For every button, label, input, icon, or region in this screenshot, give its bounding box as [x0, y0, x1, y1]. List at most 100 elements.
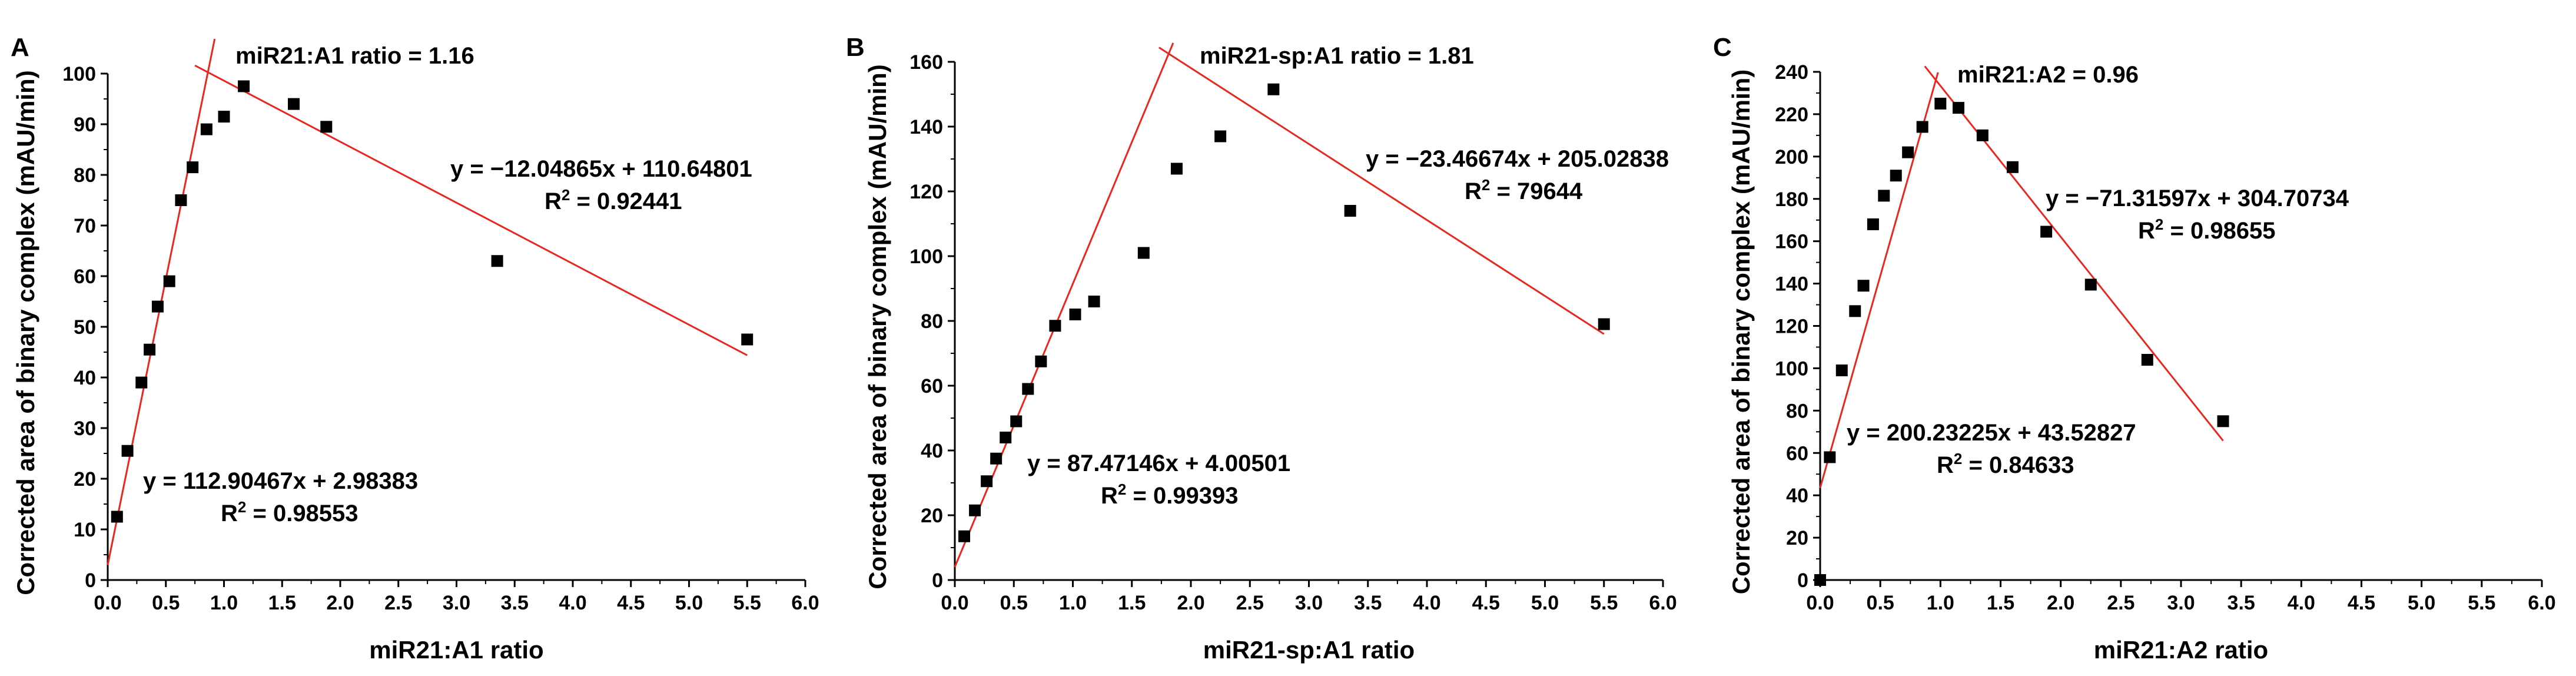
data-point [1035, 355, 1047, 367]
panel-letter: C [1713, 33, 1732, 62]
r-squared-1: R2 = 0.99393 [1101, 481, 1239, 509]
r-squared-superscript: 2 [1482, 176, 1490, 194]
r-squared-2: R2 = 0.92441 [545, 186, 682, 214]
x-tick-label: 4.5 [1472, 592, 1500, 614]
data-point [175, 194, 187, 206]
data-point [1814, 574, 1826, 586]
y-tick-label: 100 [62, 63, 96, 85]
x-tick-label: 5.5 [2468, 592, 2495, 614]
r-squared-prefix: R [1465, 178, 1482, 204]
x-tick-label: 3.0 [2167, 592, 2195, 614]
x-tick-label: 2.5 [384, 592, 412, 614]
data-point [981, 475, 993, 488]
data-point [144, 343, 156, 356]
x-tick-label: 3.0 [1295, 592, 1323, 614]
x-tick-label: 4.0 [559, 592, 586, 614]
r-squared-prefix: R [545, 188, 562, 214]
y-tick-label: 20 [74, 468, 96, 491]
r-squared-value: 0.92441 [597, 188, 682, 214]
data-point [2006, 161, 2019, 173]
y-tick-label: 220 [1775, 104, 1808, 126]
data-point [218, 111, 230, 123]
y-tick-label: 0 [1797, 569, 1808, 592]
x-tick-label: 0.0 [1806, 592, 1834, 614]
data-point [238, 80, 250, 92]
data-point [2217, 415, 2229, 428]
x-tick-label: 0.5 [152, 592, 180, 614]
r-squared-equals: = [1490, 178, 1517, 204]
r-squared-2: R2 = 79644 [1465, 176, 1583, 204]
data-point [1010, 415, 1023, 428]
data-point [151, 300, 164, 313]
r-squared-value: 0.84633 [1989, 452, 2074, 478]
y-tick-label: 240 [1775, 61, 1808, 84]
x-tick-label: 6.0 [791, 592, 819, 614]
data-point [1088, 296, 1100, 307]
data-point [288, 98, 300, 110]
data-point [958, 530, 971, 542]
fit-line-2 [1924, 65, 2224, 442]
x-tick-label: 1.5 [268, 592, 296, 614]
x-tick-label: 2.0 [2047, 592, 2074, 614]
data-point [1344, 205, 1356, 217]
y-tick-label: 60 [74, 266, 96, 288]
r-squared-1: R2 = 0.84633 [1937, 450, 2074, 478]
data-point [1214, 130, 1227, 143]
x-tick-label: 3.5 [501, 592, 529, 614]
ratio-annotation: miR21:A2 = 0.96 [1957, 62, 2139, 88]
r-squared-1: R2 = 0.98553 [221, 498, 358, 526]
data-point [1000, 432, 1012, 443]
data-point [1824, 451, 1836, 463]
x-tick-label: 1.5 [1118, 592, 1146, 614]
fit-equation-1: y = 112.90467x + 2.98383 [143, 468, 418, 494]
data-point [1934, 97, 1947, 110]
y-tick-label: 70 [74, 215, 96, 237]
x-axis-label: miR21-sp:A1 ratio [1203, 636, 1415, 664]
r-squared-value: 0.99393 [1153, 483, 1239, 509]
x-tick-label: 5.0 [2408, 592, 2435, 614]
x-tick-label: 0.0 [94, 592, 121, 614]
data-point [200, 123, 213, 135]
y-tick-label: 120 [1775, 316, 1808, 338]
x-tick-label: 4.5 [617, 592, 645, 614]
x-tick-label: 2.0 [326, 592, 354, 614]
data-point [187, 161, 199, 174]
x-tick-label: 2.5 [2107, 592, 2135, 614]
data-point [1049, 320, 1061, 332]
data-point [1952, 102, 1964, 114]
y-tick-label: 60 [921, 375, 943, 397]
y-axis-label: Corrected area of binary complex (mAU/mi… [1727, 69, 1755, 595]
y-tick-label: 90 [74, 114, 96, 136]
x-tick-label: 0.5 [1867, 592, 1894, 614]
x-axis-label: miR21:A1 ratio [369, 636, 543, 664]
x-axis-label: miR21:A2 ratio [2094, 636, 2268, 664]
y-tick-label: 80 [1786, 400, 1808, 422]
x-tick-label: 4.0 [2288, 592, 2315, 614]
y-tick-label: 0 [85, 569, 96, 592]
r-squared-prefix: R [1101, 483, 1118, 509]
y-tick-label: 120 [909, 181, 943, 203]
data-point [111, 511, 123, 523]
data-point [1857, 280, 1870, 292]
r-squared-equals: = [1126, 483, 1153, 509]
data-point [135, 376, 148, 389]
x-tick-label: 5.5 [733, 592, 761, 614]
y-tick-label: 80 [74, 164, 96, 187]
data-point [163, 275, 175, 287]
data-point [1835, 364, 1848, 377]
fit-line-1 [1819, 72, 1939, 488]
y-tick-label: 40 [921, 440, 943, 462]
data-point [1916, 121, 1928, 133]
data-point [1976, 129, 1989, 141]
r-squared-prefix: R [221, 501, 238, 526]
y-tick-label: 100 [909, 246, 943, 268]
y-tick-label: 60 [1786, 442, 1808, 465]
fit-equation-2: y = −23.46674x + 205.02838 [1366, 146, 1669, 172]
r-squared-superscript: 2 [238, 498, 246, 516]
x-tick-label: 6.0 [2528, 592, 2555, 614]
data-point [1849, 305, 1861, 317]
y-tick-label: 100 [1775, 357, 1808, 380]
r-squared-prefix: R [2138, 218, 2155, 244]
x-tick-label: 1.0 [1059, 592, 1087, 614]
